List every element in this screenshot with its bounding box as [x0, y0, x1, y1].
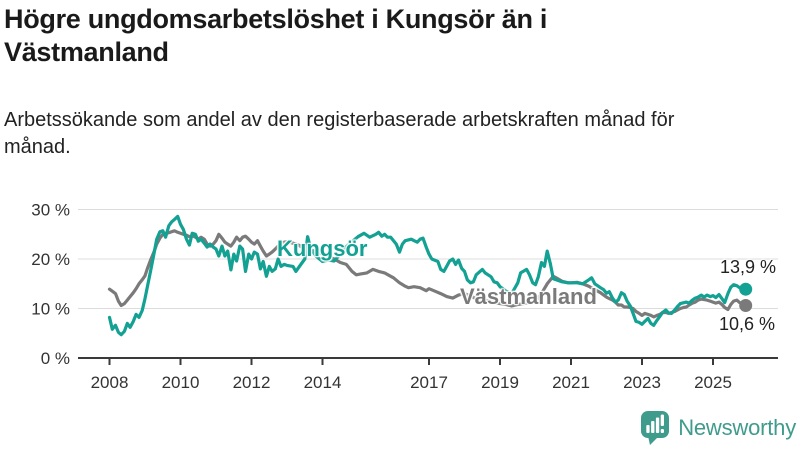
series-end-dot-västmanland [739, 299, 753, 312]
x-axis-tick-label: 2019 [481, 373, 519, 392]
x-axis-tick-label: 2010 [162, 373, 200, 392]
newsworthy-logo: Newsworthy [640, 410, 796, 446]
x-axis-tick-label: 2008 [91, 373, 129, 392]
chart-subtitle: Arbetssökande som andel av den registerb… [4, 109, 675, 158]
series-label-vastmanland: Västmanland [460, 284, 597, 309]
x-axis-tick-label: 2023 [623, 373, 661, 392]
x-axis-tick-label: 2017 [410, 373, 448, 392]
series-end-dot-kungsör [739, 282, 753, 296]
x-axis-tick-label: 2012 [233, 373, 271, 392]
end-value-label-kungsor: 13,9 % [720, 257, 777, 277]
brand-name: Newsworthy [678, 415, 796, 440]
series-line-kungsör [107, 214, 748, 337]
x-axis-tick-label: 2025 [694, 373, 732, 392]
bar-chart-speech-bubble-icon [641, 411, 670, 445]
chart-title: Högre ungdomsarbetslöshet i Kungsör än i… [4, 4, 548, 67]
y-axis-tick-label: 20 % [31, 250, 70, 269]
x-axis-tick-label: 2021 [552, 373, 590, 392]
end-value-label-vastmanland: 10,6 % [719, 314, 776, 334]
x-axis-tick-label: 2014 [304, 373, 342, 392]
y-axis-tick-label: 10 % [31, 300, 70, 319]
y-axis-tick-label: 30 % [31, 201, 70, 220]
y-axis-tick-label: 0 % [41, 349, 70, 368]
series-label-kungsor: Kungsör [277, 236, 368, 261]
